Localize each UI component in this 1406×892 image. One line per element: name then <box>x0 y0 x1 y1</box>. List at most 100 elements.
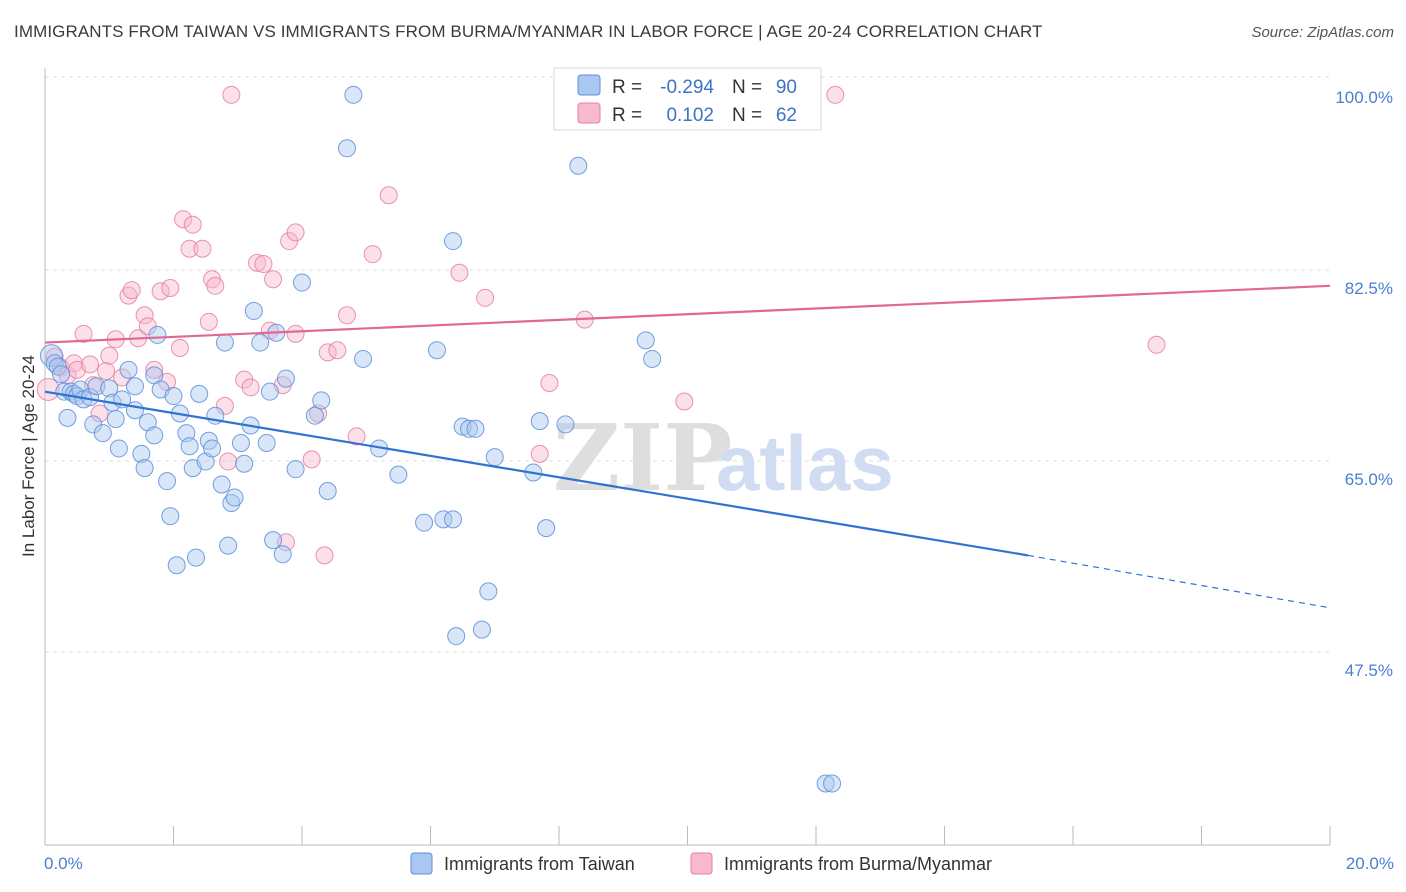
taiwan-point <box>215 333 234 352</box>
taiwan-point <box>415 513 434 532</box>
taiwan-point <box>260 382 279 401</box>
taiwan-point <box>109 439 128 458</box>
burma-point <box>363 245 382 264</box>
burma-point <box>170 339 189 358</box>
burma-point <box>337 306 356 325</box>
burma-point <box>540 373 559 392</box>
burma-point <box>183 215 202 234</box>
burma-point <box>241 378 260 397</box>
taiwan-point <box>225 488 244 507</box>
taiwan-point <box>190 384 209 403</box>
taiwan-point <box>180 437 199 456</box>
bottom-legend-swatch-burma <box>690 852 713 875</box>
watermark-zip: ZIP <box>553 404 732 512</box>
taiwan-point <box>312 391 331 410</box>
burma-point <box>135 306 154 325</box>
chart-title: IMMIGRANTS FROM TAIWAN VS IMMIGRANTS FRO… <box>14 22 1043 41</box>
taiwan-point <box>167 556 186 575</box>
y-axis-label: In Labor Force | Age 20-24 <box>19 355 38 557</box>
burma-point <box>161 279 180 297</box>
taiwan-point <box>219 536 238 555</box>
y-tick-label: 82.5% <box>1345 279 1393 298</box>
x-tick-label-max: 20.0% <box>1346 854 1394 873</box>
taiwan-point <box>472 620 491 639</box>
taiwan-point <box>161 507 180 526</box>
bottom-legend-swatch-taiwan <box>410 852 433 875</box>
taiwan-point <box>389 465 408 484</box>
taiwan-point <box>132 444 151 463</box>
taiwan-point <box>643 349 662 368</box>
burma-point <box>347 427 366 446</box>
taiwan-point <box>276 369 295 388</box>
taiwan-point <box>222 494 241 513</box>
taiwan-point <box>196 452 215 471</box>
legend-r-label-taiwan: R = <box>612 77 642 98</box>
taiwan-point <box>145 426 164 445</box>
taiwan-point <box>485 448 504 467</box>
taiwan-point <box>443 232 462 251</box>
burma-point <box>450 263 469 282</box>
source-credit: Source: ZipAtlas.com <box>1251 24 1394 41</box>
trend-lines <box>44 284 1331 609</box>
axes <box>44 68 1331 846</box>
taiwan-point <box>52 365 71 384</box>
legend-swatch-burma <box>577 102 601 124</box>
burma-trend-line <box>44 284 1331 344</box>
burma-point <box>260 321 279 340</box>
burma-point <box>286 324 305 343</box>
taiwan-point <box>427 341 446 360</box>
burma-point <box>826 85 845 104</box>
taiwan-point <box>636 331 655 350</box>
burma-point <box>100 346 119 365</box>
gridlines <box>45 76 1330 653</box>
burma-point <box>80 355 99 374</box>
series-burma-points <box>36 85 1166 565</box>
taiwan-point <box>119 360 138 379</box>
burma-point <box>74 324 93 343</box>
burma-point <box>315 546 334 565</box>
taiwan-point <box>138 413 157 432</box>
burma-point <box>222 85 241 104</box>
taiwan-point <box>537 519 556 538</box>
taiwan-point <box>443 510 462 529</box>
taiwan-point <box>58 408 77 427</box>
taiwan-point <box>816 774 835 793</box>
taiwan-point <box>479 582 498 601</box>
burma-point <box>90 404 109 423</box>
burma-point <box>199 312 218 331</box>
burma-point <box>36 378 60 402</box>
taiwan-point <box>569 156 588 175</box>
legend-n-value-taiwan: 90 <box>776 77 797 98</box>
taiwan-point <box>158 472 177 491</box>
taiwan-point <box>125 401 144 420</box>
bottom-legend-label-burma: Immigrants from Burma/Myanmar <box>724 854 992 874</box>
burma-point <box>145 360 164 379</box>
taiwan-point <box>460 419 479 438</box>
burma-point <box>328 341 347 360</box>
bottom-legend-label-taiwan: Immigrants from Taiwan <box>444 854 635 874</box>
burma-point <box>113 368 132 387</box>
burma-point <box>119 286 138 305</box>
taiwan-point <box>337 139 356 158</box>
taiwan-point <box>264 531 283 550</box>
series-legend: Immigrants from Taiwan Immigrants from B… <box>410 852 992 875</box>
taiwan-point <box>556 415 575 434</box>
taiwan-trend-extension <box>1027 554 1331 609</box>
burma-point <box>219 452 238 471</box>
burma-point <box>235 370 254 389</box>
legend-n-value-burma: 62 <box>776 105 797 126</box>
taiwan-point <box>293 273 311 292</box>
taiwan-point <box>186 548 205 567</box>
taiwan-point <box>344 85 363 104</box>
burma-point <box>530 444 549 463</box>
taiwan-point <box>305 406 324 425</box>
taiwan-point <box>257 433 276 452</box>
stats-legend: R = -0.294 N = 90 R = 0.102 N = 62 <box>553 67 822 131</box>
taiwan-point <box>93 424 112 443</box>
burma-point <box>264 270 283 289</box>
taiwan-point <box>231 433 250 452</box>
taiwan-point <box>286 460 305 479</box>
taiwan-trend-line <box>44 390 1029 557</box>
burma-point <box>1147 335 1166 354</box>
